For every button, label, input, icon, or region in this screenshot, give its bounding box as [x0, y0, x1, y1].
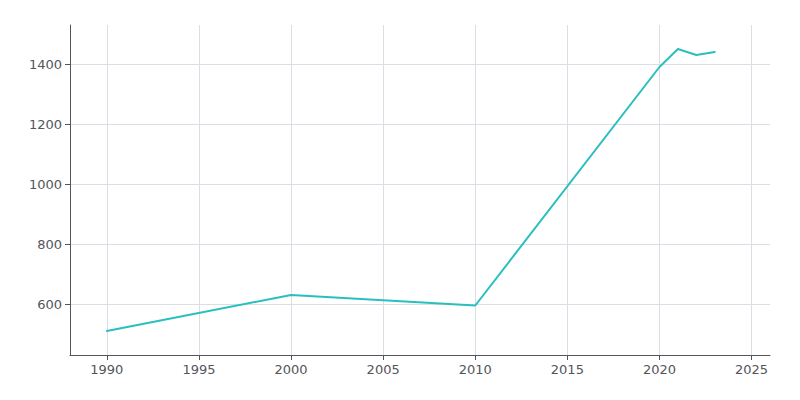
- svg-text:1200: 1200: [29, 117, 62, 132]
- svg-text:800: 800: [37, 237, 62, 252]
- svg-text:1000: 1000: [29, 177, 62, 192]
- svg-text:2000: 2000: [275, 362, 308, 377]
- svg-text:2020: 2020: [643, 362, 676, 377]
- svg-text:2025: 2025: [735, 362, 768, 377]
- svg-text:1400: 1400: [29, 57, 62, 72]
- svg-text:1990: 1990: [90, 362, 123, 377]
- svg-text:600: 600: [37, 297, 62, 312]
- svg-text:1995: 1995: [182, 362, 215, 377]
- svg-text:2015: 2015: [551, 362, 584, 377]
- svg-text:2010: 2010: [459, 362, 492, 377]
- svg-text:2005: 2005: [367, 362, 400, 377]
